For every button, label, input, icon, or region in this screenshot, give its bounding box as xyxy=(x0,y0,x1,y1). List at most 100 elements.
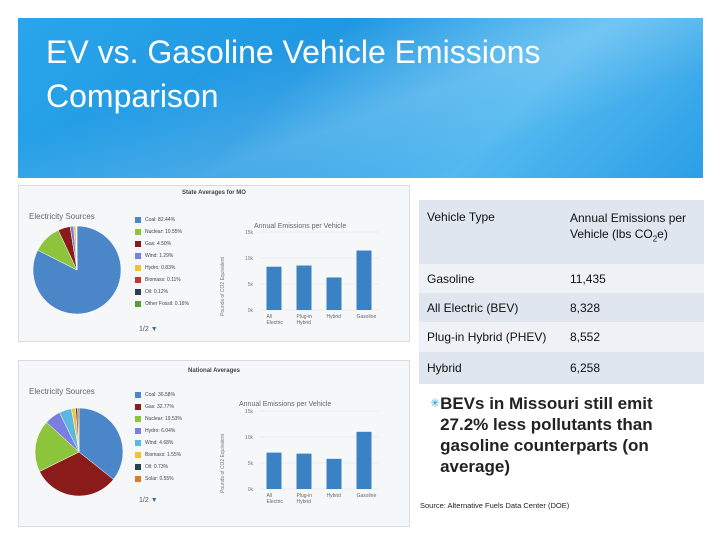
emissions-value-cell: 8,328 xyxy=(562,293,704,322)
bar[interactable] xyxy=(296,265,312,310)
legend-label: Other Fossil: 0.16% xyxy=(145,301,189,307)
bar[interactable] xyxy=(266,266,282,310)
emissions-value-cell: 6,258 xyxy=(562,352,704,384)
table-row: Hybrid 6,258 xyxy=(419,352,704,384)
legend-item[interactable]: Gas: 32.77% xyxy=(135,401,182,413)
y-tick-label: 5k xyxy=(248,282,254,288)
legend-label: Coal: 36.58% xyxy=(145,392,176,398)
pie-chart xyxy=(32,225,122,315)
x-tick-label: All Electric xyxy=(267,493,284,505)
legend-item[interactable]: Solar: 0.55% xyxy=(135,473,182,485)
legend-item[interactable]: Coal: 82.44% xyxy=(135,214,189,226)
title-banner: EV vs. Gasoline Vehicle Emissions Compar… xyxy=(18,18,703,178)
caret-down-icon[interactable]: ▼ xyxy=(150,497,158,504)
legend-swatch xyxy=(135,241,141,247)
legend-label: Biomass: 0.11% xyxy=(145,277,181,283)
bar-chart: 15k 10k 5k 0k All Electric Plug-in Hybrid Hybrid… xyxy=(245,230,379,326)
x-tick-label: Plug-in Hybrid xyxy=(297,493,313,505)
legend-item[interactable]: Biomass: 0.11% xyxy=(135,274,189,286)
legend-item[interactable]: Hydro: 0.83% xyxy=(135,262,189,274)
electricity-sources-label: Electricity Sources xyxy=(29,212,95,221)
y-tick-label: 0k xyxy=(248,308,254,314)
legend-item[interactable]: Gas: 4.50% xyxy=(135,238,189,250)
legend-item[interactable]: Nuclear: 19.53% xyxy=(135,413,182,425)
pie-legend: Coal: 36.58% Gas: 32.77% Nuclear: 19.53% Hy… xyxy=(135,389,182,485)
legend-item[interactable]: Oil: 0.73% xyxy=(135,461,182,473)
source-citation: Source: Alternative Fuels Data Center (D… xyxy=(420,501,570,510)
bar[interactable] xyxy=(296,453,312,489)
annual-emissions-header-text: Annual Emissions per Vehicle (lbs CO xyxy=(570,211,687,241)
banner-shine xyxy=(18,18,703,178)
vehicle-type-cell: All Electric (BEV) xyxy=(419,293,562,322)
legend-swatch xyxy=(135,464,141,470)
legend-swatch xyxy=(135,301,141,307)
slide-title: EV vs. Gasoline Vehicle Emissions Compar… xyxy=(46,34,541,114)
x-tick-label: Gasoline xyxy=(357,493,377,499)
y-tick-label: 5k xyxy=(248,461,254,467)
legend-label: Oil: 0.12% xyxy=(145,289,169,295)
legend-item[interactable]: Coal: 36.58% xyxy=(135,389,182,401)
pie-slice[interactable] xyxy=(32,225,122,315)
legend-swatch xyxy=(135,416,141,422)
legend-label: Gas: 4.50% xyxy=(145,241,172,247)
y-tick-label: 10k xyxy=(245,256,254,262)
bar[interactable] xyxy=(266,452,282,489)
pie-slice[interactable] xyxy=(78,407,124,480)
legend-swatch xyxy=(135,265,141,271)
chart-title: Annual Emissions per Vehicle xyxy=(239,401,332,408)
legend-item[interactable]: Wind: 1.29% xyxy=(135,250,189,262)
legend-label: Solar: 0.55% xyxy=(145,476,174,482)
y-axis-label: Pounds of CO2 Equivalent xyxy=(220,434,226,493)
x-tick-label: Hybrid xyxy=(327,314,342,320)
x-tick-label: Hybrid xyxy=(327,493,342,499)
emissions-value-cell: 8,552 xyxy=(562,322,704,352)
legend-item[interactable]: Other Fossil: 0.16% xyxy=(135,298,189,310)
pie-chart xyxy=(34,407,124,497)
legend-label: Biomass: 1.55% xyxy=(145,452,182,458)
bullet-text: BEVs in Missouri still emit 27.2% less p… xyxy=(440,394,653,476)
y-tick-label: 0k xyxy=(248,487,254,493)
national-averages-panel: National Averages Electricity Sources Co… xyxy=(18,360,410,527)
y-axis-label: Pounds of CO2 Equivalent xyxy=(220,257,226,316)
emissions-value-cell: 11,435 xyxy=(562,264,704,293)
caret-down-icon[interactable]: ▼ xyxy=(150,326,158,333)
pie-slice[interactable] xyxy=(77,407,80,453)
table-header-row: Vehicle Type Annual Emissions per Vehicl… xyxy=(419,200,704,264)
legend-label: Gas: 32.77% xyxy=(145,404,174,410)
bar[interactable] xyxy=(326,277,342,310)
table-row: Gasoline 11,435 xyxy=(419,264,704,293)
legend-item[interactable]: Hydro: 6.04% xyxy=(135,425,182,437)
legend-swatch xyxy=(135,277,141,283)
bar[interactable] xyxy=(326,458,342,489)
legend-swatch xyxy=(135,253,141,259)
legend-label: Nuclear: 19.53% xyxy=(145,416,182,422)
bar-chart: 15k 10k 5k 0k All Electric Plug-in Hybrid Hybrid… xyxy=(245,409,379,505)
legend-swatch xyxy=(135,289,141,295)
table-row: Plug-in Hybrid (PHEV) 8,552 xyxy=(419,322,704,352)
legend-swatch xyxy=(135,217,141,223)
bar[interactable] xyxy=(356,250,372,310)
legend-pager[interactable]: 1/2 ▼ xyxy=(139,497,158,504)
legend-swatch xyxy=(135,440,141,446)
legend-item[interactable]: Wind: 4.68% xyxy=(135,437,182,449)
legend-item[interactable]: Nuclear: 10.55% xyxy=(135,226,189,238)
x-tick-label: Plug-in Hybrid xyxy=(297,314,313,326)
legend-label: Wind: 4.68% xyxy=(145,440,174,446)
bar[interactable] xyxy=(356,431,372,489)
pager-text: 1/2 xyxy=(139,326,149,333)
legend-label: Wind: 1.29% xyxy=(145,253,174,259)
legend-swatch xyxy=(135,428,141,434)
legend-swatch xyxy=(135,452,141,458)
legend-label: Oil: 0.73% xyxy=(145,464,169,470)
pie-slice[interactable] xyxy=(39,451,114,497)
legend-item[interactable]: Biomass: 1.55% xyxy=(135,449,182,461)
legend-item[interactable]: Oil: 0.12% xyxy=(135,286,189,298)
pie-slice[interactable] xyxy=(34,421,80,472)
vehicle-type-header: Vehicle Type xyxy=(419,200,562,264)
panel-title: National Averages xyxy=(188,368,240,374)
legend-swatch xyxy=(135,404,141,410)
legend-swatch xyxy=(135,476,141,482)
panel-title: State Averages for MO xyxy=(182,190,246,196)
legend-pager[interactable]: 1/2 ▼ xyxy=(139,326,158,333)
legend-swatch xyxy=(135,392,141,398)
